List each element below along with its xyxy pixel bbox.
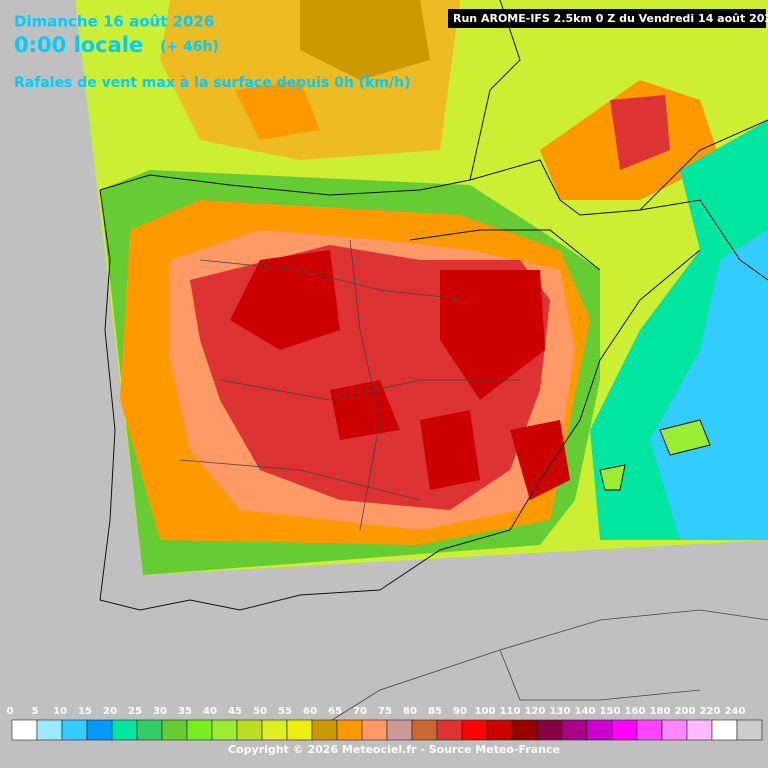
date: Dimanche 16 août 2026 [14,13,214,31]
legend-label: 200 [675,706,696,717]
legend-label: 0 [7,706,14,717]
legend-swatch [611,719,638,741]
legend-swatch [211,719,238,741]
legend-swatch [461,719,488,741]
legend-swatch [161,719,188,741]
legend-label: 110 [500,706,521,717]
legend-swatch [636,719,663,741]
legend-label: 65 [328,706,342,717]
local-time: 0:00 locale [14,33,143,57]
legend-label: 35 [178,706,192,717]
legend-swatch [736,719,763,741]
run-info: Run AROME-IFS 2.5km 0 Z du Vendredi 14 a… [453,12,768,25]
legend-label: 140 [575,706,596,717]
legend-swatch [86,719,113,741]
parameter: Rafales de vent max à la surface depuis … [14,75,410,91]
legend-label: 80 [403,706,417,717]
legend-label: 10 [53,706,67,717]
legend-label: 40 [203,706,217,717]
legend-swatch [336,719,363,741]
legend-swatch [386,719,413,741]
run-box [448,9,766,28]
legend-swatch [186,719,213,741]
legend-label: 130 [550,706,571,717]
legend-label: 60 [303,706,317,717]
legend: 0 5 10 15 20 25 30 35 40 45 50 55 60 65 70 75 80 85 90 100 1… [7,706,763,741]
lead-time: (+ 46h) [160,39,219,55]
legend-swatch [61,719,88,741]
legend-swatch [486,719,513,741]
legend-label: 25 [128,706,142,717]
legend-swatch [711,719,738,741]
legend-label: 55 [278,706,292,717]
borders [99,0,768,741]
legend-swatch [261,719,288,741]
legend-label: 150 [600,706,621,717]
legend-label: 90 [453,706,467,717]
legend-label: 70 [353,706,367,717]
legend-label: 160 [625,706,646,717]
legend-swatch [136,719,163,741]
legend-swatch [11,719,38,741]
legend-swatch [236,719,263,741]
legend-label: 240 [725,706,746,717]
legend-swatch [511,719,538,741]
copyright: Copyright © 2026 Meteociel.fr - Source M… [228,743,560,756]
legend-label: 30 [153,706,167,717]
legend-swatch [311,719,338,741]
legend-swatch [661,719,688,741]
legend-swatch [411,719,438,741]
legend-label: 15 [78,706,92,717]
legend-swatch [111,719,138,741]
legend-swatch [286,719,313,741]
legend-label: 5 [32,706,39,717]
legend-swatch [686,719,713,741]
legend-swatch [586,719,613,741]
model-field [75,0,768,575]
legend-label: 120 [525,706,546,717]
legend-swatch [436,719,463,741]
legend-label: 85 [428,706,442,717]
legend-label: 220 [700,706,721,717]
legend-swatch [36,719,63,741]
legend-swatch [536,719,563,741]
legend-label: 45 [228,706,242,717]
legend-label: 100 [475,706,496,717]
legend-label: 180 [650,706,671,717]
legend-swatch [361,719,388,741]
legend-label: 20 [103,706,117,717]
legend-swatch [561,719,588,741]
legend-label: 75 [378,706,392,717]
legend-label: 50 [253,706,267,717]
